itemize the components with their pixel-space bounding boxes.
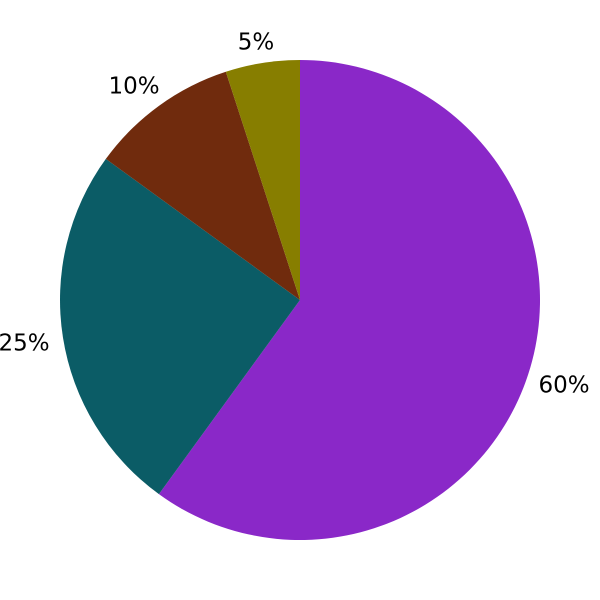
- slice-label-10pct: 10%: [108, 73, 159, 99]
- slice-label-25pct: 25%: [0, 330, 50, 356]
- pie-slice-5pct: [225, 60, 300, 300]
- pie-slice-60pct: [158, 60, 541, 541]
- pie-slice-10pct: [105, 71, 300, 300]
- slice-label-5pct: 5%: [238, 29, 275, 55]
- pie-slice-25pct: [60, 158, 301, 495]
- slice-label-60pct: 60%: [538, 372, 589, 398]
